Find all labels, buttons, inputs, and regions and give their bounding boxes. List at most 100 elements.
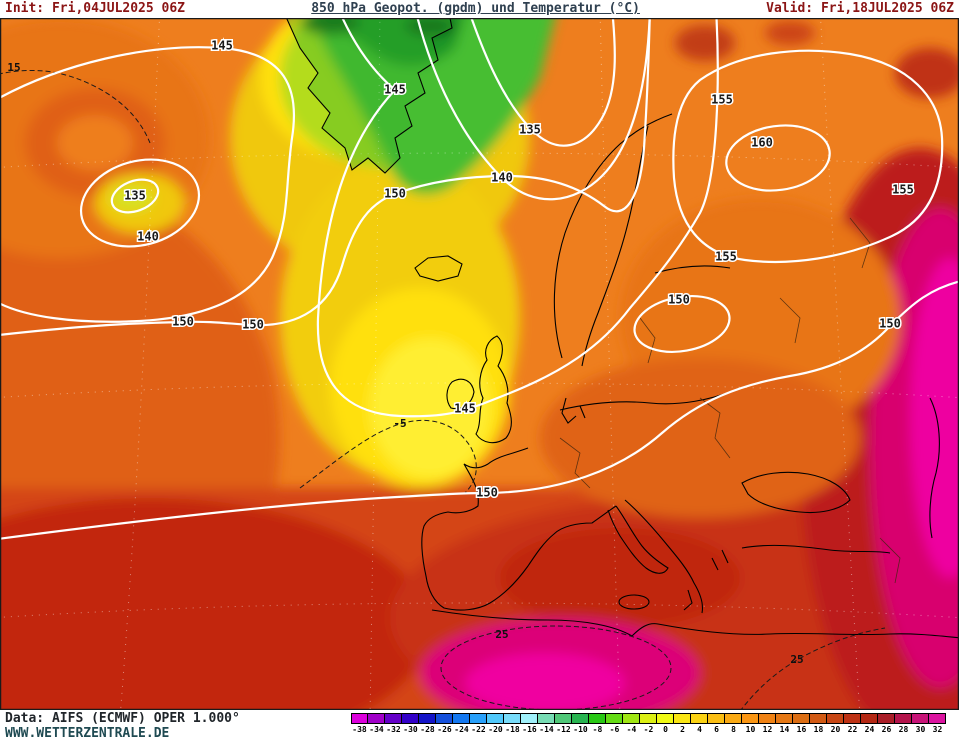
init-time-label: Init: Fri,04JUL2025 06Z: [5, 1, 186, 16]
colorbar-step: 24: [861, 713, 878, 735]
colorbar-cell: [470, 713, 487, 724]
temp-field-blobs: [0, 18, 959, 710]
colorbar-step: -22: [470, 713, 487, 735]
geopotential-label: 155: [715, 250, 737, 264]
colorbar-value: -38: [352, 725, 367, 734]
colorbar-step: 8: [725, 713, 742, 735]
colorbar-cell: [861, 713, 878, 724]
colorbar-step: -38: [351, 713, 368, 735]
colorbar-value: -28: [420, 725, 435, 734]
colorbar-cell: [844, 713, 861, 724]
colorbar-value: -24: [454, 725, 469, 734]
colorbar-value: 4: [697, 725, 702, 734]
colorbar-cell: [487, 713, 504, 724]
colorbar-cell: [929, 713, 946, 724]
colorbar-step: 22: [844, 713, 861, 735]
colorbar-cell: [555, 713, 572, 724]
website-label: WWW.WETTERZENTRALE.DE: [5, 726, 170, 741]
colorbar-cell: [810, 713, 827, 724]
temperature-label: 25: [790, 653, 803, 666]
geopotential-label: 135: [519, 123, 541, 137]
colorbar-step: 28: [895, 713, 912, 735]
colorbar-value: -32: [386, 725, 401, 734]
colorbar-value: 26: [881, 725, 892, 734]
colorbar-value: 14: [779, 725, 790, 734]
colorbar-step: -4: [623, 713, 640, 735]
map-title: 850 hPa Geopot. (gpdm) und Temperatur (°…: [311, 1, 640, 16]
colorbar-value: 22: [847, 725, 858, 734]
colorbar-step: 30: [912, 713, 929, 735]
colorbar-cell: [725, 713, 742, 724]
geopotential-label: 135: [124, 189, 146, 203]
colorbar-value: 2: [680, 725, 685, 734]
colorbar-cell: [589, 713, 606, 724]
colorbar-step: 2: [674, 713, 691, 735]
colorbar-step: -20: [487, 713, 504, 735]
colorbar-step: 18: [810, 713, 827, 735]
colorbar-value: 24: [864, 725, 875, 734]
geopotential-label: 145: [384, 83, 406, 97]
colorbar-value: -18: [505, 725, 520, 734]
geopotential-label: 150: [476, 486, 498, 500]
colorbar-cell: [385, 713, 402, 724]
colorbar-cell: [827, 713, 844, 724]
valid-time-label: Valid: Fri,18JUL2025 06Z: [766, 1, 954, 16]
colorbar-step: -30: [402, 713, 419, 735]
colorbar-step: -26: [436, 713, 453, 735]
colorbar-step: -14: [538, 713, 555, 735]
colorbar-value: 8: [731, 725, 736, 734]
temperature-labels-layer: 15 -5 25 25: [7, 61, 803, 666]
colorbar-value: 18: [813, 725, 824, 734]
geopotential-label: 145: [211, 39, 233, 53]
colorbar-cell: [368, 713, 385, 724]
geopotential-contours: [0, 18, 959, 540]
colorbar-step: 16: [793, 713, 810, 735]
colorbar-cell: [351, 713, 368, 724]
colorbar-cell: [895, 713, 912, 724]
colorbar-cell: [453, 713, 470, 724]
colorbar-cell: [504, 713, 521, 724]
colorbar-value: 32: [932, 725, 943, 734]
colorbar-step: 4: [691, 713, 708, 735]
colorbar-value: -10: [573, 725, 588, 734]
colorbar-cell: [691, 713, 708, 724]
colorbar-cell: [674, 713, 691, 724]
geopotential-label: 140: [137, 230, 159, 244]
geopotential-label: 150: [879, 317, 901, 331]
data-source-label: Data: AIFS (ECMWF) OPER 1.000°: [5, 711, 240, 726]
geopotential-label: 150: [668, 293, 690, 307]
colorbar-value: -34: [369, 725, 384, 734]
coastlines: [285, 18, 959, 639]
colorbar-cell: [572, 713, 589, 724]
colorbar-value: 12: [762, 725, 773, 734]
geopotential-label: 160: [751, 136, 773, 150]
geopotential-label: 155: [711, 93, 733, 107]
colorbar-value: -26: [437, 725, 452, 734]
colorbar-cell: [878, 713, 895, 724]
colorbar-cell: [759, 713, 776, 724]
colorbar-step: -32: [385, 713, 402, 735]
geopotential-labels-layer: 145 145 135 140 150 135 140 150 150 150 155 160 155 1…: [123, 37, 916, 501]
temperature-label: 15: [7, 61, 20, 74]
colorbar-value: 6: [714, 725, 719, 734]
colorbar-cell: [521, 713, 538, 724]
colorbar-value: -14: [539, 725, 554, 734]
colorbar-value: 30: [915, 725, 926, 734]
geopotential-label: 150: [172, 315, 194, 329]
colorbar-step: -2: [640, 713, 657, 735]
colorbar-cell: [776, 713, 793, 724]
colorbar-cell: [402, 713, 419, 724]
colorbar-step: -18: [504, 713, 521, 735]
map-area: 145 145 135 140 150 135 140 150 150 150 155 160 155 1…: [0, 18, 959, 710]
colorbar-step: -6: [606, 713, 623, 735]
colorbar-cell: [912, 713, 929, 724]
colorbar: -38 -34 -32 -30 -28 -26 -24 -22 -20 -18 -16 -14 -12-…: [351, 713, 946, 735]
colorbar-step: 0: [657, 713, 674, 735]
colorbar-step: 20: [827, 713, 844, 735]
colorbar-step: 6: [708, 713, 725, 735]
colorbar-cell: [793, 713, 810, 724]
temperature-contours: [0, 69, 886, 710]
colorbar-cell: [742, 713, 759, 724]
colorbar-value: 16: [796, 725, 807, 734]
